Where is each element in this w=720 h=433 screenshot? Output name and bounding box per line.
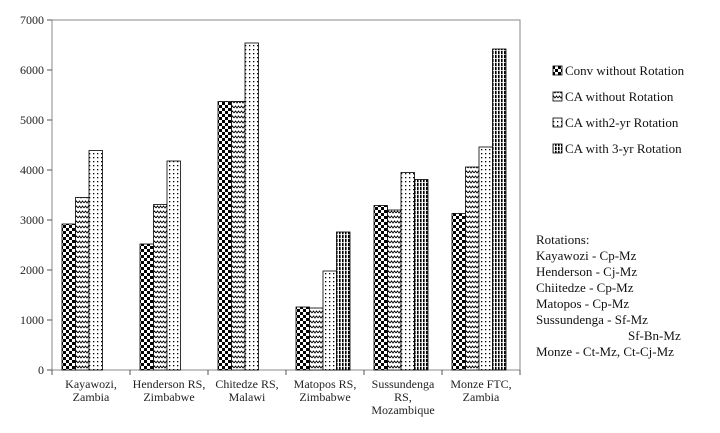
bar [166, 160, 181, 371]
x-category-label: Chitedze RS, [215, 377, 278, 391]
rotations-line: Sussundenga - Sf-Mz [536, 312, 648, 327]
legend-swatch [552, 117, 563, 128]
legend-swatch [552, 143, 563, 154]
y-tick-label: 3000 [20, 213, 44, 227]
x-category-label: Mozambique [371, 403, 434, 417]
x-category-label: Zambia [463, 390, 500, 404]
bar [414, 179, 429, 371]
bar [75, 197, 90, 371]
y-tick-label: 1000 [20, 313, 44, 327]
legend-swatch [552, 91, 563, 102]
y-tick-label: 5000 [20, 113, 44, 127]
x-category-label: Kayawozi, [65, 377, 117, 391]
rotations-heading: Rotations: [536, 232, 589, 247]
bar [244, 42, 259, 371]
bar [139, 243, 154, 371]
y-tick-label: 7000 [20, 13, 44, 27]
rotations-line: Sf-Bn-Mz [628, 328, 681, 343]
legend-label: CA with2-yr Rotation [565, 115, 679, 130]
axes: 0 1000 2000 3000 4000 5000 6000 7000 [20, 13, 521, 377]
bar [387, 209, 402, 371]
x-category-label: Malawi [229, 390, 266, 404]
bar [373, 205, 388, 371]
x-category-label: Zimbabwe [299, 390, 350, 404]
x-category-label: Matopos RS, [294, 377, 357, 391]
plot-area-border [51, 19, 521, 371]
x-category-label: Monze FTC, [450, 377, 511, 391]
legend: Conv without Rotation CA without Rotation… [552, 63, 685, 156]
y-tick-label: 4000 [20, 163, 44, 177]
y-tick-label: 2000 [20, 263, 44, 277]
x-category-label: Zimbabwe [143, 390, 194, 404]
bar [451, 213, 466, 371]
legend-label: CA with 3-yr Rotation [565, 141, 682, 156]
rotations-line: Chiitedze - Cp-Mz [536, 280, 634, 295]
x-category-label: Henderson RS, [133, 377, 206, 391]
rotations-line: Monze - Ct-Mz, Ct-Cj-Mz [536, 344, 674, 359]
bar [61, 223, 76, 371]
bar [336, 231, 351, 371]
legend-label: Conv without Rotation [565, 63, 685, 78]
bar [322, 270, 337, 371]
bar [478, 146, 493, 371]
bar [295, 306, 310, 371]
x-category-label: Zambia [73, 390, 110, 404]
y-tick-label: 6000 [20, 63, 44, 77]
bar [153, 204, 168, 371]
bar [88, 150, 103, 371]
x-category-label: Sussundenga [372, 377, 435, 391]
bar [492, 48, 507, 371]
bar [465, 166, 480, 371]
bar [217, 101, 232, 371]
legend-label: CA without Rotation [565, 89, 674, 104]
rotations-line: Matopos - Cp-Mz [536, 296, 629, 311]
y-tick-label: 0 [38, 363, 44, 377]
x-category-label: RS, [394, 390, 412, 404]
rotations-line: Henderson - Cj-Mz [536, 264, 637, 279]
legend-swatch [552, 65, 563, 76]
bar [400, 172, 415, 371]
bar [309, 307, 324, 371]
bars [61, 42, 507, 371]
bar [231, 101, 246, 371]
rotations-line: Kayawozi - Cp-Mz [536, 248, 637, 263]
